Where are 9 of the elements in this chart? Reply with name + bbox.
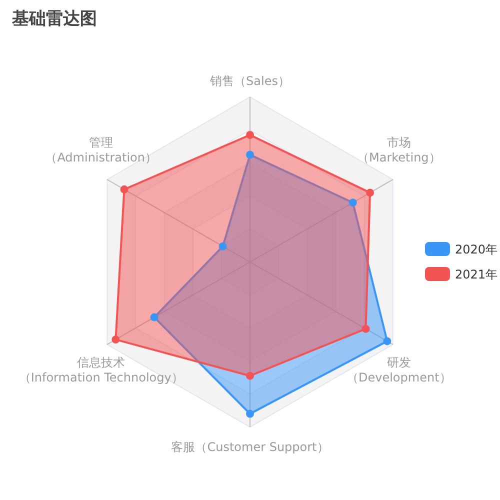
spoke-label: 销售（Sales） bbox=[209, 74, 290, 88]
chart-title: 基础雷达图 bbox=[11, 9, 97, 29]
spoke-label: 管理（Administration） bbox=[45, 136, 158, 164]
legend-label: 2020年 bbox=[455, 242, 498, 256]
spoke-label: 研发（Development） bbox=[346, 356, 452, 384]
legend-label: 2021年 bbox=[455, 268, 498, 282]
spoke-label: 市场（Marketing） bbox=[356, 136, 441, 164]
spoke-label: 信息技术（Information Technology） bbox=[18, 356, 184, 384]
spoke-label: 客服（Customer Support） bbox=[171, 440, 329, 454]
